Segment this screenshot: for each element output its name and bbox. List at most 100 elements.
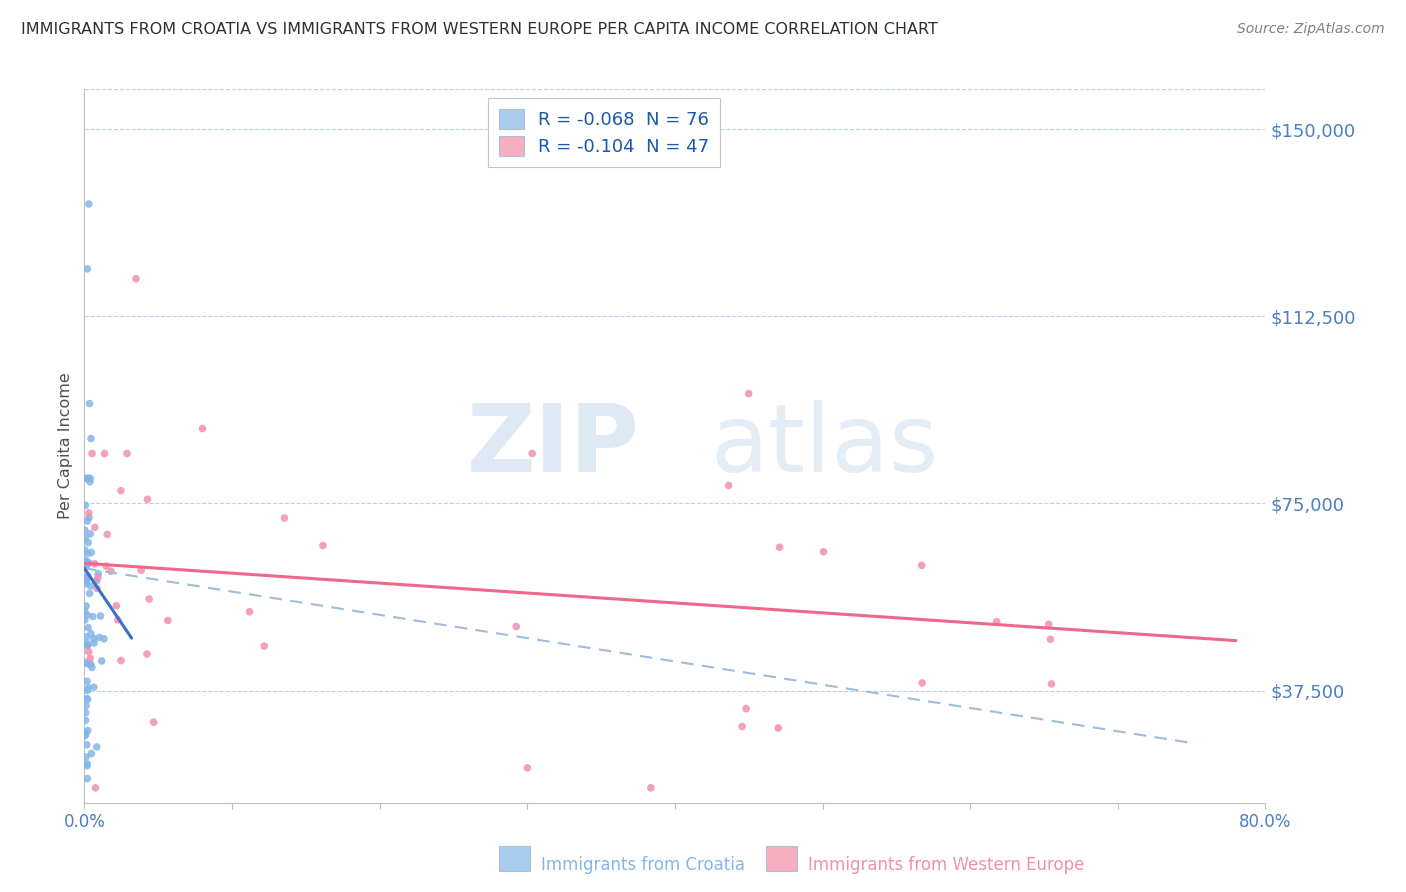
- Point: [73, 542, 96, 557]
- Point: [80, 657, 103, 672]
- Point: [273, 511, 295, 525]
- Point: [90, 654, 112, 668]
- Point: [76, 572, 98, 586]
- Point: [76, 261, 98, 276]
- Point: [76, 471, 98, 485]
- Text: Immigrants from Croatia: Immigrants from Croatia: [541, 856, 745, 874]
- Point: [813, 545, 835, 559]
- Y-axis label: Per Capita Income: Per Capita Income: [58, 373, 73, 519]
- Point: [80, 446, 103, 460]
- Point: [253, 639, 276, 653]
- Point: [156, 614, 179, 628]
- Point: [75, 599, 97, 613]
- Point: [76, 569, 98, 583]
- Point: [77, 681, 100, 695]
- Point: [73, 656, 96, 670]
- Point: [80, 747, 103, 761]
- Point: [77, 638, 100, 652]
- Point: [93, 446, 115, 460]
- Point: [75, 729, 97, 743]
- Point: [89, 631, 111, 645]
- Point: [76, 607, 98, 622]
- Text: Immigrants from Western Europe: Immigrants from Western Europe: [808, 856, 1085, 874]
- Point: [516, 761, 538, 775]
- Point: [76, 756, 98, 771]
- Point: [80, 626, 103, 640]
- Point: [73, 523, 96, 537]
- Point: [87, 571, 110, 585]
- Point: [75, 750, 97, 764]
- Point: [77, 535, 100, 549]
- Point: [138, 592, 160, 607]
- Point: [73, 471, 96, 485]
- Point: [83, 520, 105, 534]
- Text: ZIP: ZIP: [467, 400, 640, 492]
- Point: [738, 386, 761, 401]
- Point: [76, 514, 98, 528]
- Point: [93, 632, 115, 646]
- Point: [76, 547, 98, 561]
- Point: [79, 527, 101, 541]
- Point: [83, 680, 105, 694]
- Point: [82, 609, 104, 624]
- Point: [735, 701, 758, 715]
- Point: [75, 574, 97, 589]
- Point: [100, 564, 122, 578]
- Point: [75, 714, 97, 728]
- Point: [79, 586, 101, 600]
- Point: [73, 604, 96, 618]
- Point: [76, 558, 98, 572]
- Point: [125, 272, 148, 286]
- Point: [110, 483, 132, 498]
- Point: [86, 739, 108, 754]
- Point: [768, 721, 790, 735]
- Point: [79, 396, 101, 410]
- Point: [76, 691, 98, 706]
- Point: [77, 645, 100, 659]
- Point: [142, 715, 165, 730]
- Point: [312, 539, 335, 553]
- Point: [86, 582, 108, 596]
- Point: [77, 506, 100, 520]
- Point: [80, 660, 103, 674]
- Point: [77, 471, 100, 485]
- Point: [76, 639, 98, 653]
- Point: [911, 558, 934, 573]
- Point: [239, 605, 262, 619]
- Point: [96, 527, 118, 541]
- Point: [75, 560, 97, 574]
- Point: [87, 566, 110, 581]
- Point: [75, 706, 97, 720]
- Point: [1039, 632, 1062, 647]
- Point: [76, 692, 98, 706]
- Point: [77, 471, 100, 485]
- Point: [76, 674, 98, 689]
- Point: [80, 432, 103, 446]
- Point: [76, 637, 98, 651]
- Point: [107, 613, 129, 627]
- Point: [83, 632, 105, 646]
- Point: [136, 492, 159, 507]
- Point: [94, 559, 117, 574]
- Point: [76, 738, 98, 752]
- Point: [76, 570, 98, 584]
- Point: [75, 728, 97, 742]
- Point: [86, 574, 108, 588]
- Text: IMMIGRANTS FROM CROATIA VS IMMIGRANTS FROM WESTERN EUROPE PER CAPITA INCOME CORR: IMMIGRANTS FROM CROATIA VS IMMIGRANTS FR…: [21, 22, 938, 37]
- Point: [76, 759, 98, 773]
- Point: [73, 613, 96, 627]
- Point: [76, 657, 98, 671]
- Point: [75, 531, 97, 545]
- Point: [77, 621, 100, 635]
- Point: [79, 471, 101, 485]
- Point: [115, 446, 138, 460]
- Point: [1040, 677, 1063, 691]
- Point: [191, 421, 214, 435]
- Text: atlas: atlas: [710, 400, 939, 492]
- Point: [110, 654, 132, 668]
- Point: [89, 609, 111, 624]
- Point: [505, 619, 527, 633]
- Point: [717, 478, 740, 492]
- Text: Source: ZipAtlas.com: Source: ZipAtlas.com: [1237, 22, 1385, 37]
- Point: [75, 498, 97, 512]
